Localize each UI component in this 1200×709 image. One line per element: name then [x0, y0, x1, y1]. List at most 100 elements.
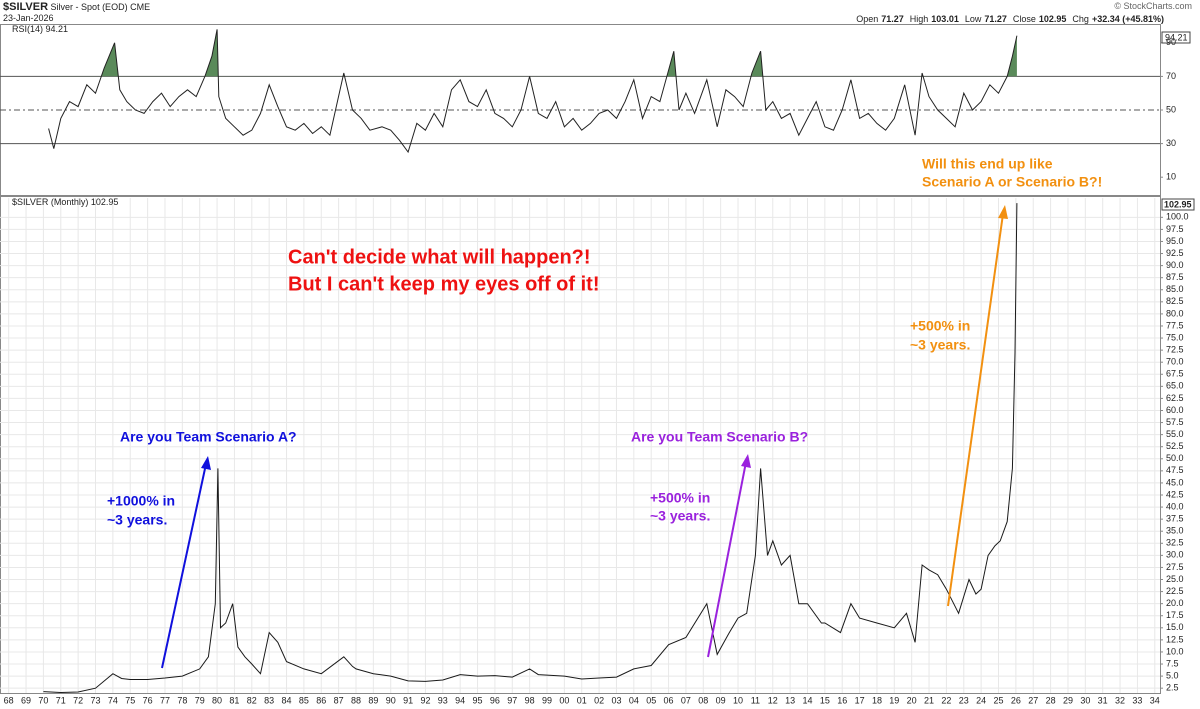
quote-label: Close [1012, 14, 1036, 24]
rsi-title: RSI(14) 94.21 [12, 24, 68, 34]
y-tick-label: 80.0 [1166, 308, 1184, 318]
x-tick-label: 82 [247, 695, 257, 705]
x-tick-label: 26 [1011, 695, 1021, 705]
y-tick-label: 10 [1166, 172, 1176, 182]
x-tick-label: 88 [351, 695, 361, 705]
y-tick-label: 70 [1166, 71, 1176, 81]
x-tick-label: 91 [403, 695, 413, 705]
x-tick-label: 02 [594, 695, 604, 705]
x-tick-label: 83 [264, 695, 274, 705]
annotation: ~3 years. [650, 508, 710, 524]
y-tick-label: 2.5 [1166, 683, 1179, 693]
x-tick-label: 77 [160, 695, 170, 705]
y-tick-label: 55.0 [1166, 429, 1184, 439]
x-tick-label: 78 [177, 695, 187, 705]
price-last-label: 102.95 [1164, 199, 1192, 209]
y-tick-label: 87.5 [1166, 272, 1184, 282]
annotation: Can't decide what will happen?! [288, 246, 591, 268]
y-tick-label: 50 [1166, 104, 1176, 114]
y-tick-label: 20.0 [1166, 598, 1184, 608]
annotation: ~3 years. [107, 512, 167, 528]
x-tick-label: 95 [473, 695, 483, 705]
annotation: Are you Team Scenario A? [120, 429, 297, 445]
x-tick-label: 84 [282, 695, 292, 705]
x-tick-label: 99 [542, 695, 552, 705]
x-tick-label: 33 [1132, 695, 1142, 705]
x-tick-label: 14 [802, 695, 812, 705]
y-tick-label: 57.5 [1166, 417, 1184, 427]
x-tick-label: 27 [1028, 695, 1038, 705]
x-tick-label: 13 [785, 695, 795, 705]
y-tick-label: 7.5 [1166, 658, 1179, 668]
x-tick-label: 71 [56, 695, 66, 705]
annotation: +1000% in [107, 493, 175, 509]
y-tick-label: 35.0 [1166, 526, 1184, 536]
price-name: $SILVER (Monthly) [12, 197, 88, 207]
x-tick-label: 30 [1080, 695, 1090, 705]
x-tick-label: 68 [4, 695, 14, 705]
price-last-box [1161, 198, 1195, 211]
y-tick-label: 40.0 [1166, 501, 1184, 511]
y-tick-label: 45.0 [1166, 477, 1184, 487]
y-tick-label: 95.0 [1166, 236, 1184, 246]
x-tick-label: 05 [646, 695, 656, 705]
rsi-last: 94.21 [46, 24, 69, 34]
y-tick-label: 15.0 [1166, 622, 1184, 632]
y-tick-label: 22.5 [1166, 586, 1184, 596]
y-tick-label: 100.0 [1166, 212, 1189, 222]
y-tick-label: 62.5 [1166, 393, 1184, 403]
y-tick-label: 37.5 [1166, 514, 1184, 524]
y-tick-label: 5.0 [1166, 670, 1179, 680]
x-tick-label: 21 [924, 695, 934, 705]
y-tick-label: 85.0 [1166, 284, 1184, 294]
y-tick-label: 12.5 [1166, 634, 1184, 644]
x-tick-label: 00 [559, 695, 569, 705]
y-tick-label: 30.0 [1166, 550, 1184, 560]
price-frame [0, 196, 1161, 694]
rsi-name: RSI(14) [12, 24, 43, 34]
x-tick-label: 79 [195, 695, 205, 705]
x-tick-label: 32 [1115, 695, 1125, 705]
quote: Open 71.27 High 103.01 Low 71.27 Close 102.95 Ch… [856, 14, 1170, 24]
x-tick-label: 12 [768, 695, 778, 705]
y-tick-label: 90 [1166, 37, 1176, 47]
x-tick-label: 97 [507, 695, 517, 705]
arrowhead [998, 205, 1008, 219]
arrow [707, 461, 747, 658]
rsi-last-box [1161, 31, 1191, 44]
x-tick-label: 81 [229, 695, 239, 705]
annotation: Will this end up like [922, 156, 1053, 172]
annotation-arrows [161, 205, 1008, 669]
y-tick-label: 75.0 [1166, 332, 1184, 342]
symbol-line: $SILVER Silver - Spot (EOD) CME [3, 1, 150, 13]
y-tick-label: 60.0 [1166, 405, 1184, 415]
quote-value: 71.27 [984, 14, 1007, 24]
quote-label: Low [964, 14, 982, 24]
annotation: +500% in [910, 318, 970, 334]
x-tick-label: 06 [664, 695, 674, 705]
annotation: ~3 years. [910, 337, 970, 353]
y-tick-label: 65.0 [1166, 381, 1184, 391]
x-tick-label: 29 [1063, 695, 1073, 705]
x-tick-label: 19 [889, 695, 899, 705]
x-tick-label: 20 [907, 695, 917, 705]
x-tick-label: 94 [455, 695, 465, 705]
x-tick-label: 69 [21, 695, 31, 705]
copyright: © StockCharts.com [1114, 1, 1192, 11]
x-tick-label: 09 [716, 695, 726, 705]
price-title: $SILVER (Monthly) 102.95 [12, 197, 118, 207]
x-tick-label: 17 [855, 695, 865, 705]
x-tick-label: 03 [611, 695, 621, 705]
annotation: +500% in [650, 490, 710, 506]
quote-value: 103.01 [931, 14, 959, 24]
x-tick-label: 15 [820, 695, 830, 705]
line-series [48, 29, 1018, 154]
x-tick-label: 87 [334, 695, 344, 705]
annotation: Are you Team Scenario B? [631, 429, 808, 445]
y-tick-label: 30 [1166, 138, 1176, 148]
y-tick-label: 17.5 [1166, 610, 1184, 620]
description: Silver - Spot (EOD) [50, 2, 128, 12]
x-tick-label: 07 [681, 695, 691, 705]
annotation: Scenario A or Scenario B?! [922, 174, 1102, 190]
